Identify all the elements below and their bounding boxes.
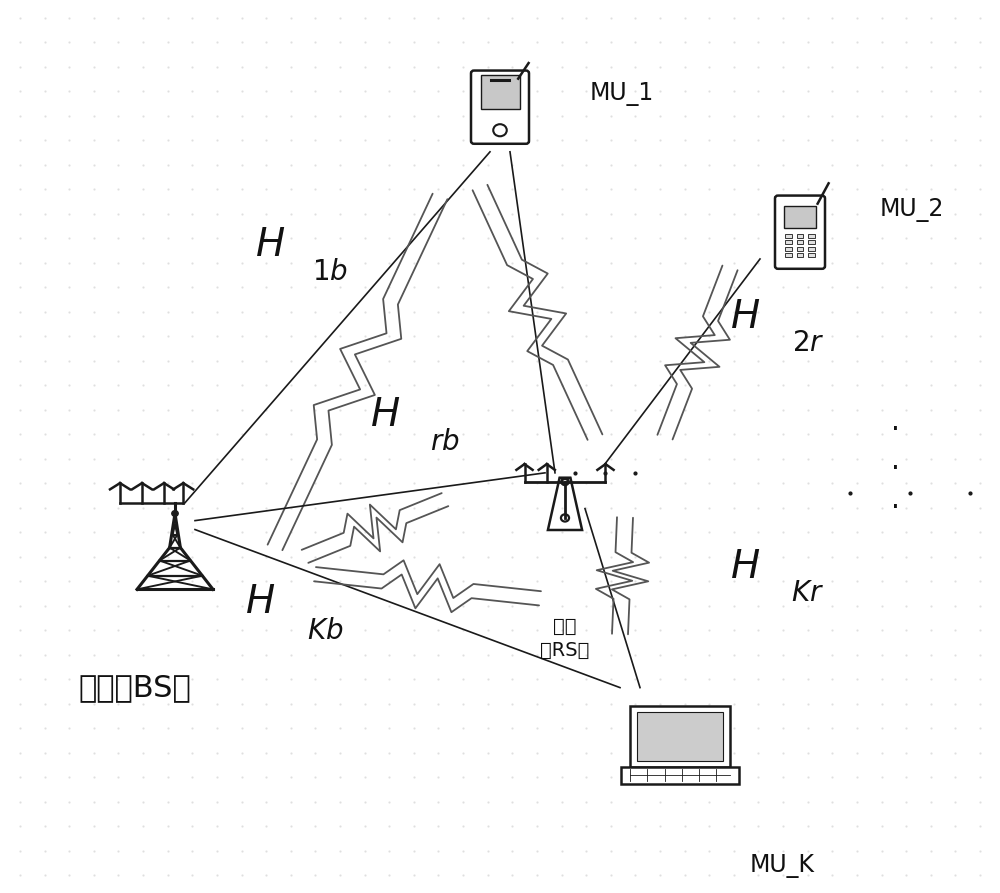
- Bar: [797, 234, 803, 238]
- Bar: [797, 240, 803, 244]
- Bar: [808, 234, 815, 238]
- Text: MU_K: MU_K: [750, 855, 815, 878]
- Text: $H$: $H$: [245, 584, 275, 622]
- Text: 信源（BS）: 信源（BS）: [79, 673, 191, 702]
- Bar: [621, 767, 739, 784]
- Text: MU_2: MU_2: [880, 198, 944, 221]
- FancyBboxPatch shape: [775, 196, 825, 269]
- Bar: [785, 253, 792, 257]
- FancyBboxPatch shape: [471, 71, 529, 144]
- Bar: [808, 246, 815, 251]
- Bar: [808, 253, 815, 257]
- Text: MU_1: MU_1: [590, 82, 654, 105]
- Circle shape: [172, 511, 178, 516]
- Text: $H$: $H$: [255, 227, 285, 264]
- Text: $rb$: $rb$: [430, 429, 460, 455]
- Text: $Kr$: $Kr$: [791, 580, 825, 607]
- Bar: [785, 246, 792, 251]
- Text: $1b$: $1b$: [312, 259, 348, 286]
- Text: ·
·
·: · · ·: [891, 416, 899, 522]
- Bar: [808, 240, 815, 244]
- Bar: [784, 206, 816, 228]
- Bar: [797, 253, 803, 257]
- Text: $Kb$: $Kb$: [307, 618, 343, 645]
- Bar: [480, 75, 520, 109]
- Bar: [785, 240, 792, 244]
- Bar: [630, 705, 730, 767]
- Bar: [637, 713, 723, 761]
- Text: $2r$: $2r$: [792, 330, 824, 357]
- Text: $H$: $H$: [730, 548, 760, 586]
- Text: $H$: $H$: [370, 396, 400, 434]
- Text: 中继
（RS）: 中继 （RS）: [540, 617, 590, 660]
- Bar: [785, 234, 792, 238]
- Text: $H$: $H$: [730, 298, 760, 336]
- Bar: [797, 246, 803, 251]
